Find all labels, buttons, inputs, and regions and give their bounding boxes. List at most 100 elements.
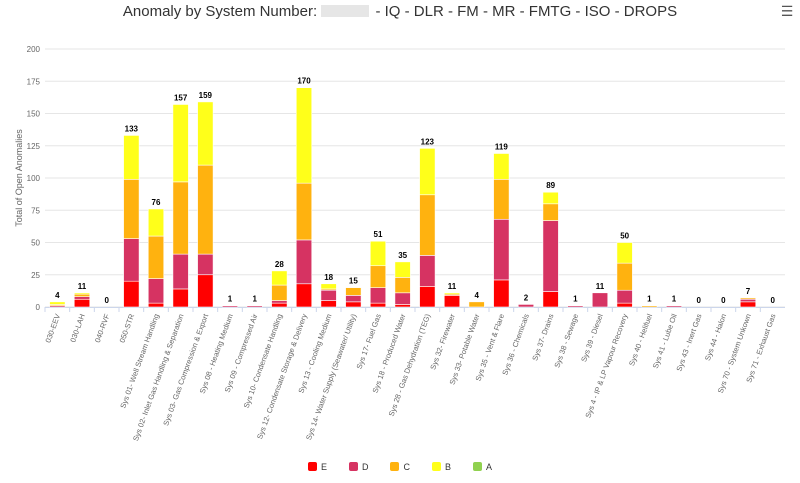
- bar-segment: [616, 302, 633, 308]
- bar-segment: [147, 302, 165, 308]
- bar-segment: [739, 297, 757, 300]
- y-tick-label: 175: [27, 77, 41, 86]
- bar-segment: [73, 296, 91, 300]
- legend-swatch: [473, 462, 482, 471]
- legend-label: D: [361, 462, 369, 472]
- bar-total-label: 133: [125, 124, 139, 133]
- bar-segment: [271, 300, 288, 304]
- bar-segment: [493, 153, 510, 180]
- bar-total-label: 50: [620, 232, 629, 241]
- bar-total-label: 2: [524, 293, 529, 302]
- x-tick-label: 050-STR: [117, 312, 136, 344]
- legend-item[interactable]: E: [307, 462, 327, 472]
- bar-total-label: 11: [448, 282, 457, 291]
- bar-total-label: 123: [421, 137, 435, 146]
- bar-segment: [369, 265, 387, 288]
- bar-segment: [616, 289, 633, 304]
- bar-segment: [641, 305, 658, 308]
- bar-total-label: 15: [349, 277, 358, 286]
- y-tick-label: 50: [31, 239, 40, 248]
- bar-segment: [147, 208, 165, 237]
- bar-segment: [172, 181, 189, 255]
- y-tick-label: 125: [27, 142, 41, 151]
- bar-segment: [394, 261, 411, 278]
- bar-segment: [123, 280, 140, 308]
- bar-segment: [197, 274, 214, 308]
- bar-total-label: 18: [324, 273, 333, 282]
- bar-segment: [123, 178, 140, 239]
- bar-segment: [591, 292, 609, 308]
- bar-segment: [147, 235, 165, 279]
- bar-total-label: 1: [647, 295, 652, 304]
- x-tick-label: Sys 39 - Diesel: [579, 312, 605, 363]
- bar-total-label: 0: [104, 296, 109, 305]
- y-tick-label: 25: [31, 271, 40, 280]
- bar-segment: [197, 164, 214, 255]
- x-tick-label: Sys 14- Water Supply (Seawater/ Utility): [304, 312, 358, 441]
- bar-total-label: 119: [495, 142, 508, 151]
- y-tick-label: 75: [31, 206, 40, 215]
- bar-segment: [123, 238, 140, 282]
- bar-segment: [320, 289, 337, 301]
- bar-segment: [295, 239, 313, 285]
- bar-segment: [394, 277, 411, 294]
- y-tick-label: 150: [27, 110, 41, 119]
- bar-segment: [542, 191, 559, 205]
- y-tick-label: 200: [27, 45, 41, 54]
- legend-item[interactable]: B: [431, 462, 451, 472]
- bar-segment: [369, 240, 387, 267]
- bar-segment: [271, 270, 288, 286]
- bar-total-label: 1: [672, 295, 677, 304]
- bar-segment: [246, 305, 263, 308]
- x-tick-label: 030-EEV: [43, 313, 62, 344]
- hamburger-menu-icon[interactable]: ☰: [780, 3, 794, 19]
- bar-segment: [295, 182, 313, 241]
- legend-item[interactable]: C: [390, 462, 410, 472]
- bar-segment: [542, 291, 559, 308]
- bar-segment: [123, 135, 140, 180]
- bar-segment: [468, 301, 485, 308]
- bar-total-label: 89: [546, 181, 555, 190]
- bar-total-label: 4: [474, 291, 479, 300]
- bar-segment: [394, 292, 411, 305]
- x-tick-label: Sys 41 - Lube Oil: [651, 312, 679, 369]
- legend-label: C: [403, 462, 410, 472]
- legend-swatch: [307, 462, 317, 471]
- bar-segment: [542, 220, 559, 292]
- bar-segment: [493, 178, 510, 220]
- chart-title-suffix: - IQ - DLR - FM - MR - FMTG - ISO - DROP…: [375, 3, 678, 20]
- bar-segment: [419, 286, 436, 308]
- bar-total-label: 35: [398, 251, 407, 260]
- bar-total-label: 170: [297, 77, 311, 86]
- x-tick-label: 040-RVF: [93, 312, 112, 344]
- bar-segment: [542, 203, 559, 221]
- bar-segment: [493, 279, 510, 308]
- redacted-system-number: [321, 5, 370, 17]
- legend-item[interactable]: D: [348, 462, 369, 472]
- bar-total-label: 1: [573, 295, 578, 304]
- x-tick-label: Sys 43 - Inert Gas: [674, 312, 703, 372]
- bar-segment: [567, 305, 584, 308]
- stacked-bar-chart: 02550751001251501752004030-EEV11030-LAH0…: [27, 45, 785, 442]
- legend-label: B: [444, 462, 451, 472]
- bar-segment: [73, 292, 91, 295]
- bar-segment: [369, 302, 387, 308]
- bar-total-label: 11: [596, 282, 605, 291]
- bar-segment: [419, 194, 436, 256]
- x-tick-label: Sys 38 - Sewage: [552, 313, 580, 369]
- x-tick-label: Sys 44 - Halon: [703, 313, 728, 362]
- bar-total-label: 1: [228, 295, 233, 304]
- bar-total-label: 51: [374, 230, 383, 239]
- bar-segment: [172, 104, 189, 183]
- legend-item[interactable]: A: [473, 462, 492, 472]
- bar-segment: [443, 292, 461, 295]
- bar-segment: [419, 148, 436, 196]
- bar-total-label: 7: [746, 287, 751, 296]
- bar-total-label: 76: [152, 198, 161, 207]
- bar-total-label: 1: [252, 295, 257, 304]
- bar-segment: [271, 284, 288, 301]
- x-tick-label: Sys 37- Drains: [530, 312, 555, 362]
- bar-total-label: 0: [696, 296, 701, 305]
- bar-segment: [345, 287, 362, 296]
- chart-title: Anomaly by System Number: - IQ - DLR - F…: [0, 3, 800, 20]
